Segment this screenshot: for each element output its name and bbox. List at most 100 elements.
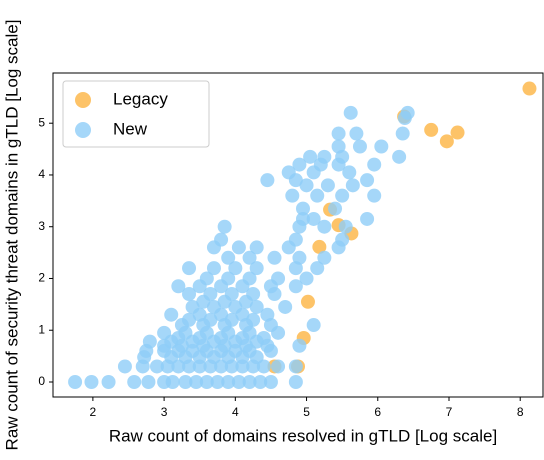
y-tick-label: 3 [38,219,45,233]
point [360,211,375,226]
point [260,173,275,188]
point [242,271,257,286]
point [374,139,389,154]
point [271,359,286,374]
point [343,105,358,120]
point [221,250,236,265]
point [303,149,318,164]
legend-box [62,80,210,148]
point [101,374,116,389]
point [206,299,221,314]
point [224,287,239,302]
point [249,299,264,314]
point [349,126,364,141]
point [165,374,180,389]
legend-marker [75,92,91,108]
point [203,312,218,327]
point [292,157,307,172]
point [288,374,303,389]
point [206,261,221,276]
point [68,374,83,389]
point [141,374,156,389]
point [84,374,99,389]
point [281,165,296,180]
point [335,232,350,247]
point [149,359,164,374]
point [185,299,200,314]
point [210,374,225,389]
point [285,188,300,203]
point [127,374,142,389]
point [288,359,303,374]
point [306,318,321,333]
point [400,105,415,120]
point [295,211,310,226]
point [231,374,246,389]
x-axis-label: Raw count of domains resolved in gTLD [L… [109,426,497,445]
point [310,261,325,276]
point [242,250,257,265]
point [295,201,310,216]
point [317,250,332,265]
point [249,261,264,276]
point [271,271,286,286]
x-tick-label: 6 [374,405,381,419]
y-tick-label: 1 [38,322,45,336]
point [288,232,303,247]
point [312,239,327,254]
point [199,374,214,389]
point [249,240,264,255]
point [320,178,335,193]
point [246,312,261,327]
legend-label: New [113,119,148,138]
plot-frame [52,72,544,398]
point [164,307,179,322]
point [221,271,236,286]
points [68,81,537,389]
point [203,287,218,302]
y-tick-label: 5 [38,115,45,129]
point [317,219,332,234]
point [345,178,360,193]
point [256,330,271,345]
y-tick-label: 2 [38,271,45,285]
point [360,173,375,188]
point [263,374,278,389]
point [395,126,410,141]
point [367,188,382,203]
point [439,134,454,149]
point [189,374,204,389]
point [157,325,172,340]
point [300,294,315,309]
point [199,271,214,286]
point [317,149,332,164]
point [292,250,307,265]
point [228,299,243,314]
point [228,261,243,276]
point [142,334,157,349]
point [367,157,382,172]
x-tick-label: 5 [303,405,310,419]
point [522,81,537,96]
point [392,149,407,164]
point [246,287,261,302]
legend-label: Legacy [113,89,168,108]
y-tick-label: 4 [38,167,45,181]
point [342,165,357,180]
point [352,139,367,154]
point [221,374,236,389]
point [182,312,197,327]
point [171,279,186,294]
point [267,250,282,265]
x-tick-label: 3 [161,405,168,419]
x-tick-label: 2 [90,405,97,419]
y-axis-label: Raw count of security threat domains in … [2,20,21,451]
point [253,374,268,389]
x-tick-label: 4 [232,405,239,419]
point [182,287,197,302]
point [335,188,350,203]
point [310,188,325,203]
point [288,279,303,294]
point [217,219,232,234]
